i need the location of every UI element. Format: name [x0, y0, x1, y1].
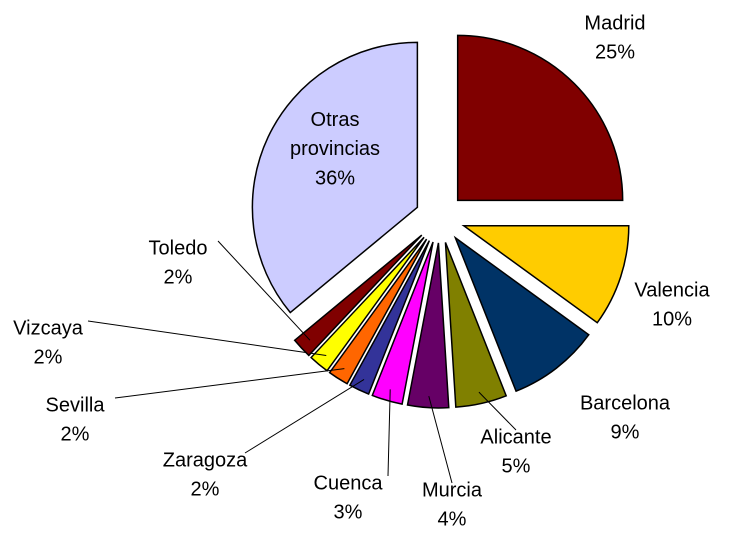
leader-line	[428, 395, 453, 484]
pie-slice	[461, 224, 630, 324]
slice-label: Sevilla	[46, 394, 106, 416]
pie-slice	[293, 234, 423, 357]
leader-line	[387, 389, 391, 477]
pie-slice	[453, 235, 590, 393]
pie-slice	[310, 236, 425, 372]
slice-label: Valencia	[634, 279, 710, 301]
slice-label: Madrid	[584, 12, 645, 34]
slice-label: Cuenca	[314, 472, 384, 494]
slice-value-label: 9%	[611, 421, 640, 443]
slice-label: Alicante	[480, 426, 551, 448]
leader-line	[244, 379, 365, 454]
pie-slice	[444, 242, 508, 408]
pie-slice	[456, 34, 624, 202]
slice-value-label: 3%	[334, 501, 363, 523]
slice-value-label: 5%	[502, 455, 531, 477]
slice-label: Vizcaya	[13, 317, 84, 339]
slice-label: Murcia	[422, 479, 483, 501]
leader-line	[114, 368, 345, 399]
leader-line	[217, 240, 311, 341]
pie-slice	[251, 41, 419, 314]
leader-line	[87, 320, 327, 356]
slice-label: Otras provincias	[290, 109, 380, 160]
slice-label: Barcelona	[580, 392, 671, 414]
slice-label: Toledo	[149, 237, 208, 259]
pie-slice	[348, 240, 431, 396]
leader-line	[478, 391, 517, 431]
slice-value-label: 2%	[164, 266, 193, 288]
pie-slice	[371, 241, 434, 405]
slice-value-label: 36%	[315, 167, 355, 189]
slice-value-label: 25%	[595, 41, 635, 63]
slice-value-label: 4%	[438, 508, 467, 530]
slice-value-label: 10%	[652, 308, 692, 330]
slice-value-label: 2%	[61, 423, 90, 445]
slice-value-label: 2%	[191, 478, 220, 500]
pie-slice	[406, 242, 450, 409]
slice-label: Zaragoza	[163, 449, 248, 471]
pie-slice	[328, 238, 428, 385]
slice-value-label: 2%	[34, 346, 63, 368]
